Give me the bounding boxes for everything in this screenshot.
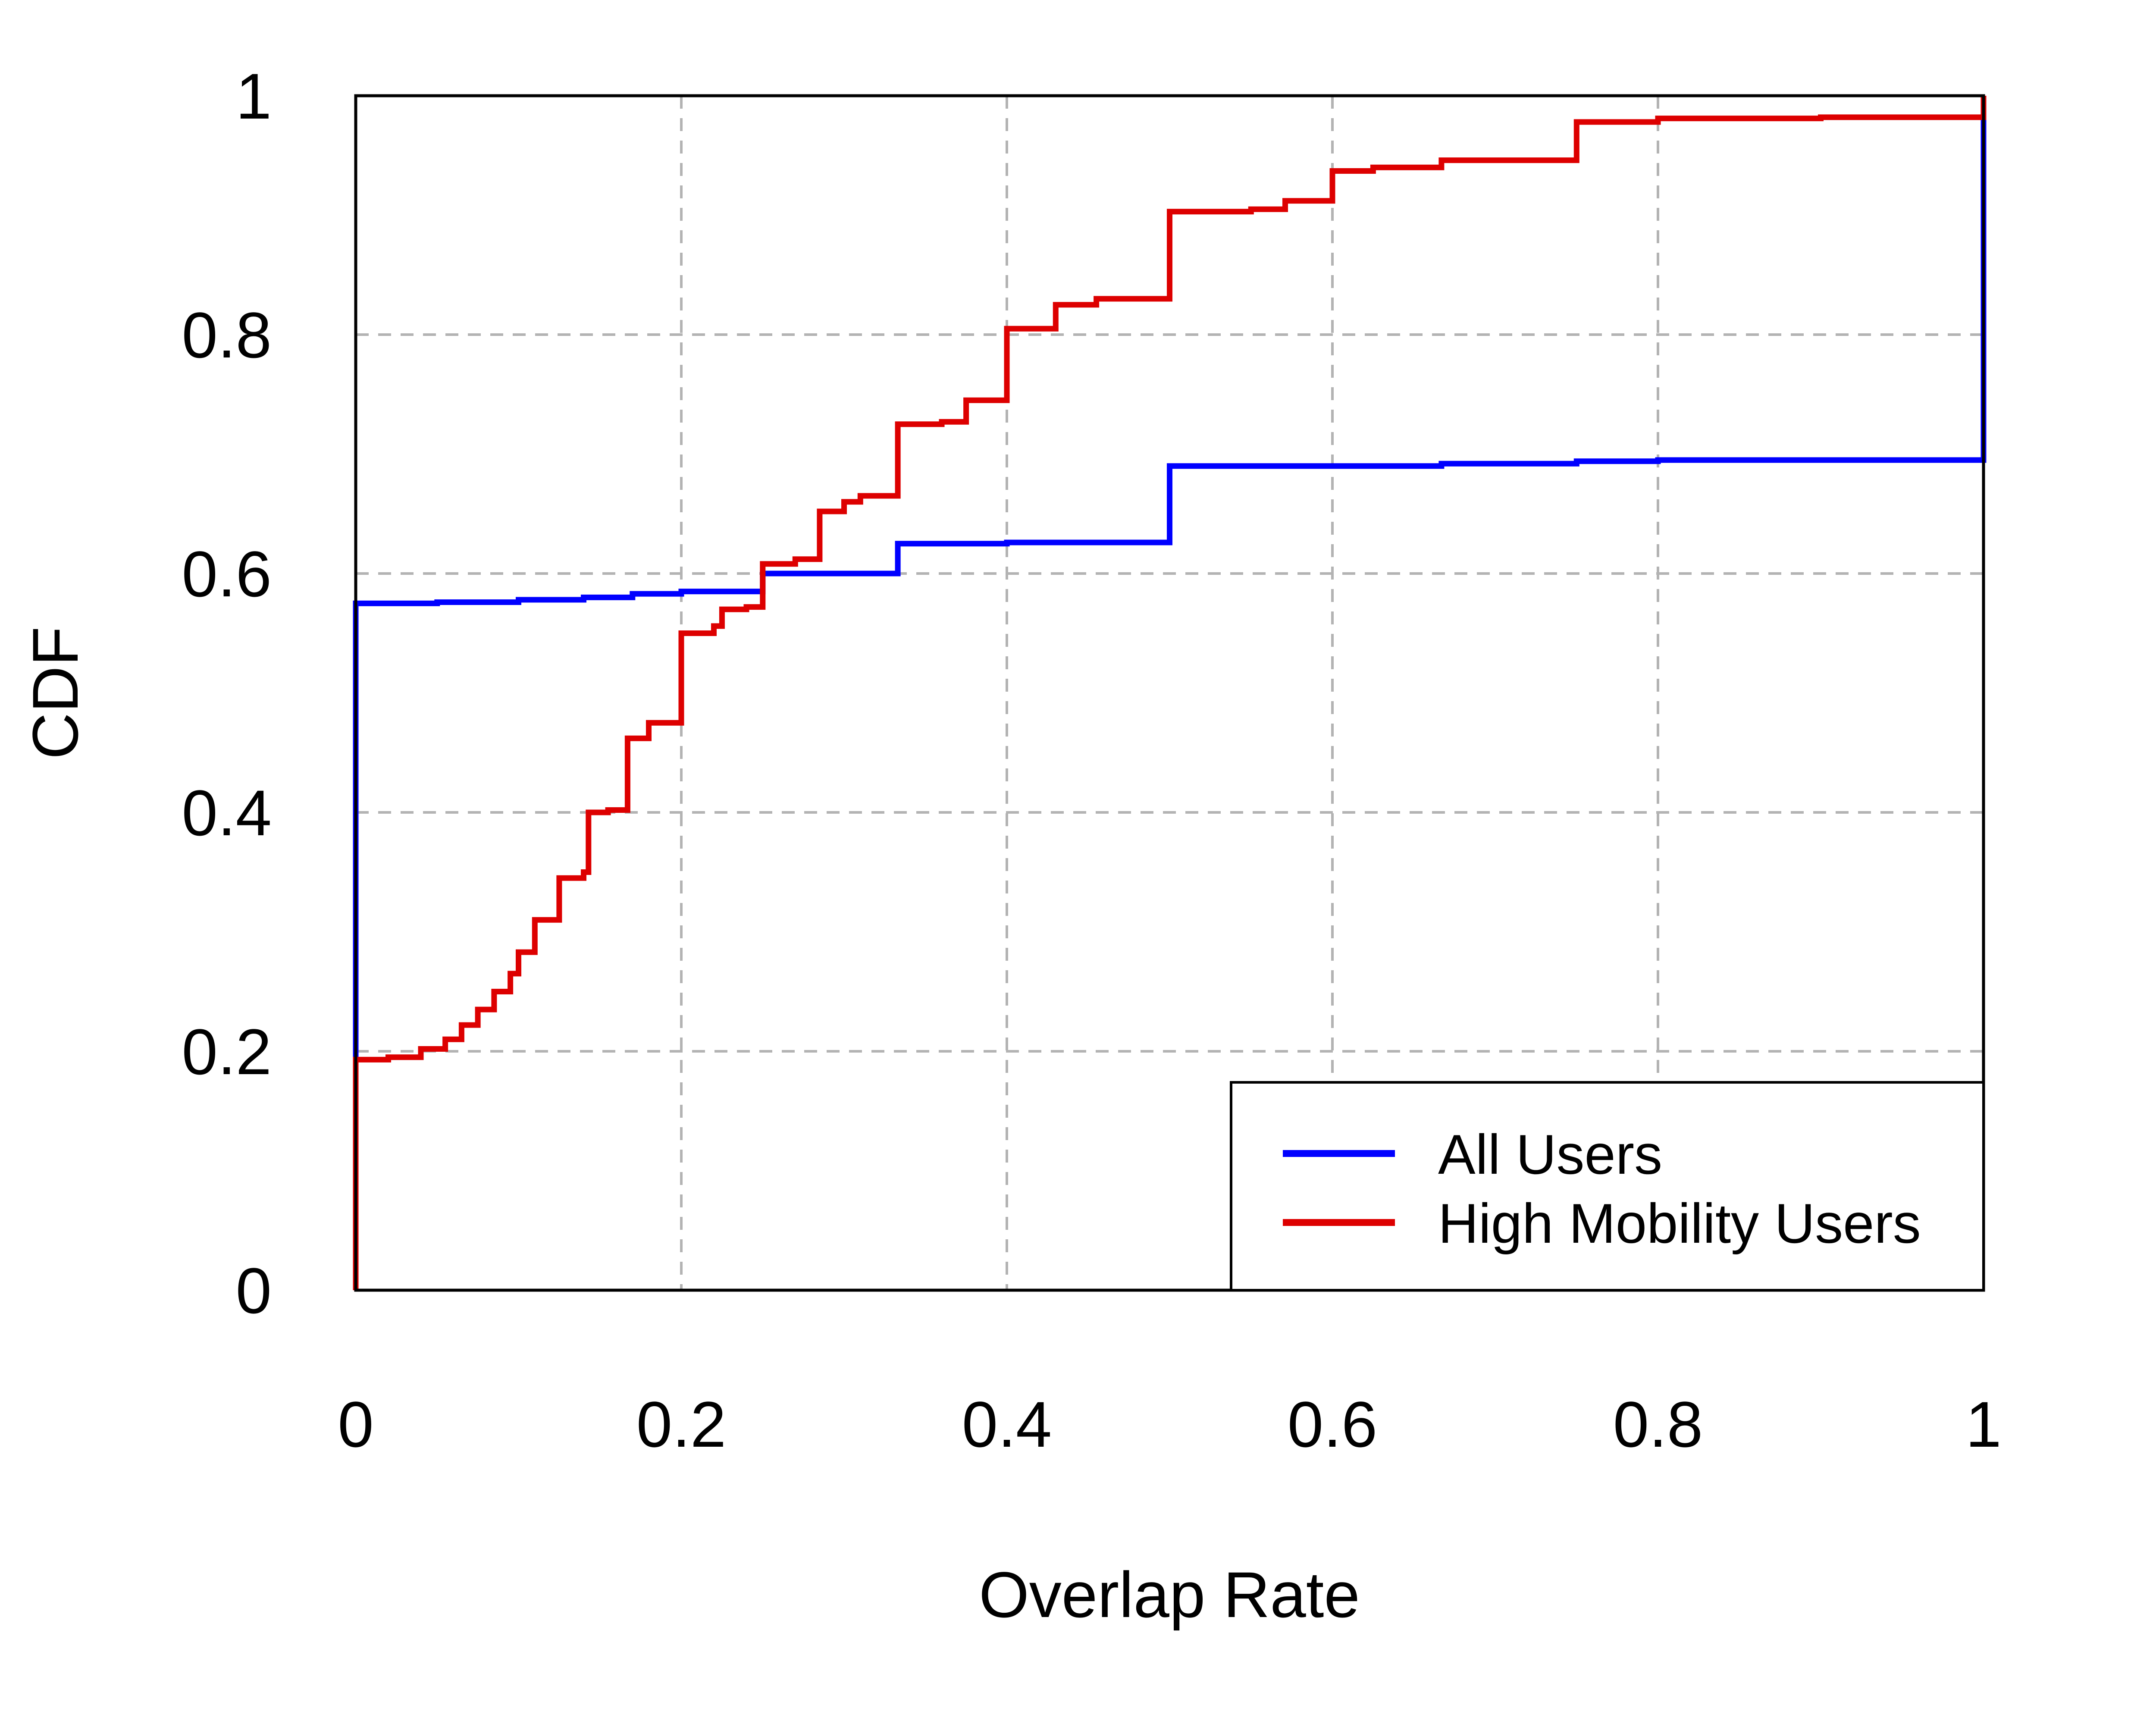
x-tick-label: 0.2 — [636, 1388, 727, 1461]
tick-labels: 0 0.2 0.4 0.6 0.8 1 0 0.2 0.4 0.6 0.8 1 — [182, 60, 2001, 1461]
x-tick-label: 0.4 — [962, 1388, 1052, 1461]
y-tick-label: 0.8 — [182, 299, 272, 371]
plot-frame — [354, 94, 1985, 1292]
y-tick-label: 0.2 — [182, 1016, 272, 1088]
x-tick-label: 1 — [1965, 1388, 2001, 1461]
series-line-high-mobility-users — [353, 96, 1987, 1290]
x-tick-label: 0.8 — [1613, 1388, 1703, 1461]
x-tick-label: 0 — [338, 1388, 373, 1461]
legend: All Users High Mobility Users — [1230, 1081, 1985, 1291]
legend-label-high-mobility-users: High Mobility Users — [1438, 1192, 1921, 1255]
y-axis-title: CDF — [19, 627, 91, 759]
x-axis-title: Overlap Rate — [979, 1558, 1360, 1631]
series-lines — [353, 96, 1987, 1290]
y-tick-label: 0 — [236, 1254, 272, 1327]
legend-box — [1230, 1081, 1985, 1291]
series-line-all-users — [353, 96, 1987, 1290]
x-tick-label: 0.6 — [1288, 1388, 1378, 1461]
y-tick-label: 1 — [236, 60, 272, 132]
y-tick-label: 0.6 — [182, 538, 272, 610]
y-tick-label: 0.4 — [182, 777, 272, 849]
legend-label-all-users: All Users — [1438, 1123, 1662, 1186]
